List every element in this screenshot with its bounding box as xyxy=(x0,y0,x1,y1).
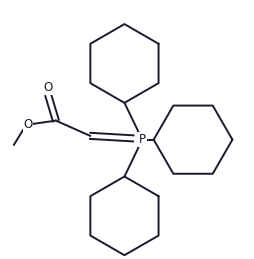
Text: P: P xyxy=(139,133,146,146)
Text: O: O xyxy=(44,81,53,94)
Text: O: O xyxy=(23,118,33,131)
